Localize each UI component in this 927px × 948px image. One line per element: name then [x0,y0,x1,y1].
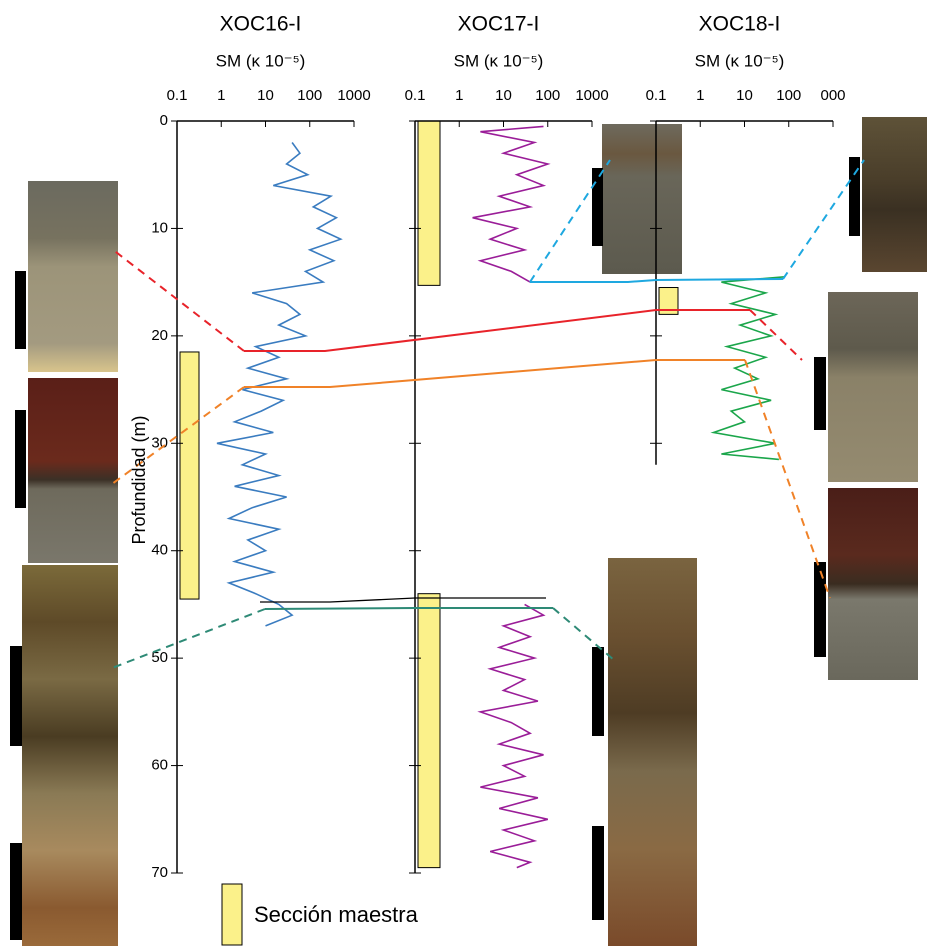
master-section [179,351,200,600]
core-photo [862,117,927,272]
core-photo [602,124,682,274]
x-axis-label: SM (κ 10⁻⁵) [695,51,785,70]
scale-bar [814,357,826,430]
x-tick-label: 0.1 [167,87,188,104]
scale-bar [849,157,860,236]
core-photo [22,565,118,946]
x-tick-label: 10 [736,87,753,104]
scale-bar [592,647,604,736]
x-axis-label: SM (κ 10⁻⁵) [454,51,544,70]
x-axis-label: SM (κ 10⁻⁵) [216,51,306,70]
x-tick-label: 100 [297,87,322,104]
x-tick-label: 0.1 [646,87,667,104]
x-tick-label: 10 [257,87,274,104]
y-tick-label: 0 [160,112,168,129]
core-photo [608,558,697,946]
x-tick-label: 1 [696,87,704,104]
x-tick-label: 100 [535,87,560,104]
scale-bar [592,826,604,920]
dashed-link [111,608,266,669]
master-section [417,593,441,869]
sm-line [472,125,551,869]
x-tick-label: 100 [776,87,801,104]
correlation-line [530,278,784,283]
dashed-link [744,359,831,599]
y-tick-label: 50 [151,649,168,666]
x-tick-label: 000 [820,87,845,104]
legend-label: Sección maestra [254,902,419,927]
scale-bar [592,168,603,246]
dashed-link [782,159,865,280]
dashed-link [529,159,611,283]
core-photo [28,181,118,372]
x-tick-label: 10 [495,87,512,104]
scale-bar [15,271,26,349]
core-photo [828,488,918,680]
sm-line [216,142,343,627]
core-photo [828,292,918,482]
correlation-line [244,359,745,388]
y-tick-label: 20 [151,327,168,344]
x-tick-label: 1000 [575,87,608,104]
dashed-link [749,309,803,361]
x-tick-label: 1 [217,87,225,104]
x-tick-label: 0.1 [405,87,426,104]
legend-swatch [221,883,243,946]
correlation-line [264,607,553,610]
correlation-line [260,597,546,603]
x-tick-label: 1000 [337,87,370,104]
core-photos [10,117,927,946]
y-axis-label: Profundidad (m) [129,415,149,544]
scale-bar [10,646,22,746]
panel-title: XOC17-I [458,13,540,36]
x-tick-label: 1 [455,87,463,104]
correlation-lines [111,159,865,669]
dashed-link [552,607,615,661]
master-section [658,287,679,315]
scale-bar [10,843,22,940]
panel-title: XOC16-I [220,13,302,36]
y-tick-label: 70 [151,864,168,881]
correlation-line [244,309,750,352]
y-tick-label: 60 [151,757,168,774]
panel-title: XOC18-I [699,13,781,36]
sm-line [710,276,785,461]
master-section [417,120,441,286]
scale-bar [15,410,26,508]
plots: XOC16-ISM (κ 10⁻⁵)0.1 1 10 100 1000010203040… [151,13,845,881]
scale-bar [814,562,826,657]
y-tick-label: 40 [151,542,168,559]
y-tick-label: 10 [151,219,168,236]
core-photo [28,378,118,563]
